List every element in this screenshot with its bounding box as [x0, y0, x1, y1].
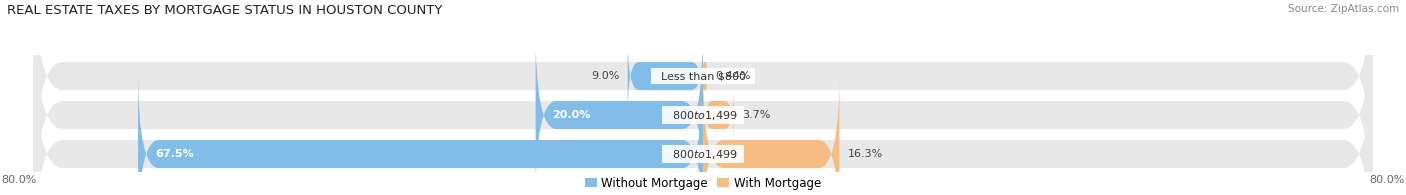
Text: 67.5%: 67.5% — [155, 149, 194, 159]
FancyBboxPatch shape — [34, 0, 1372, 195]
FancyBboxPatch shape — [34, 32, 1372, 195]
Text: Source: ZipAtlas.com: Source: ZipAtlas.com — [1288, 4, 1399, 14]
FancyBboxPatch shape — [703, 86, 734, 144]
Text: 80.0%: 80.0% — [1369, 175, 1405, 185]
Text: 16.3%: 16.3% — [848, 149, 883, 159]
Text: 20.0%: 20.0% — [553, 110, 591, 120]
FancyBboxPatch shape — [138, 71, 703, 195]
FancyBboxPatch shape — [703, 62, 707, 90]
Text: Less than $800: Less than $800 — [654, 71, 752, 81]
FancyBboxPatch shape — [536, 32, 703, 195]
FancyBboxPatch shape — [34, 0, 1372, 195]
Legend: Without Mortgage, With Mortgage: Without Mortgage, With Mortgage — [581, 172, 825, 195]
Text: 3.7%: 3.7% — [742, 110, 770, 120]
Text: $800 to $1,499: $800 to $1,499 — [665, 148, 741, 160]
FancyBboxPatch shape — [627, 37, 703, 115]
Text: 0.44%: 0.44% — [716, 71, 751, 81]
Text: $800 to $1,499: $800 to $1,499 — [665, 109, 741, 121]
Text: REAL ESTATE TAXES BY MORTGAGE STATUS IN HOUSTON COUNTY: REAL ESTATE TAXES BY MORTGAGE STATUS IN … — [7, 4, 443, 17]
FancyBboxPatch shape — [703, 71, 839, 195]
Text: 9.0%: 9.0% — [591, 71, 619, 81]
Text: 80.0%: 80.0% — [1, 175, 37, 185]
